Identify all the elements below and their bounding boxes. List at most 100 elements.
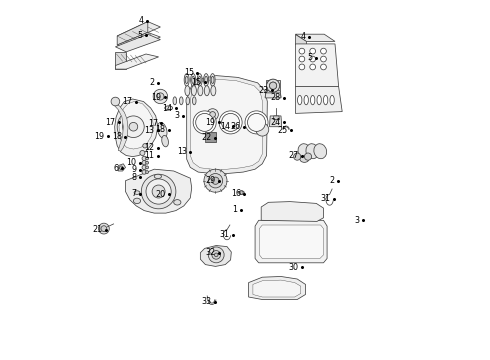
Circle shape xyxy=(210,112,216,117)
Text: 1: 1 xyxy=(232,205,237,214)
Circle shape xyxy=(120,166,123,170)
Text: 22: 22 xyxy=(201,133,212,142)
Ellipse shape xyxy=(311,95,315,105)
Circle shape xyxy=(141,174,176,209)
Circle shape xyxy=(122,116,144,138)
Circle shape xyxy=(320,48,326,54)
Text: 30: 30 xyxy=(288,263,298,272)
Polygon shape xyxy=(295,34,306,44)
Circle shape xyxy=(219,111,242,134)
Polygon shape xyxy=(253,280,301,297)
Circle shape xyxy=(142,170,147,174)
Polygon shape xyxy=(115,99,158,157)
Ellipse shape xyxy=(192,76,195,84)
Polygon shape xyxy=(255,220,327,263)
Text: 19: 19 xyxy=(151,93,162,102)
Circle shape xyxy=(212,251,220,259)
Ellipse shape xyxy=(198,86,203,96)
Ellipse shape xyxy=(314,144,327,159)
Circle shape xyxy=(101,226,107,231)
Text: 9: 9 xyxy=(131,166,136,175)
Circle shape xyxy=(157,93,164,100)
Text: 2: 2 xyxy=(329,176,334,185)
Ellipse shape xyxy=(304,95,308,105)
Circle shape xyxy=(153,89,168,104)
Polygon shape xyxy=(116,52,126,69)
Text: 21: 21 xyxy=(93,225,103,234)
Polygon shape xyxy=(295,44,339,86)
Circle shape xyxy=(208,247,224,263)
Circle shape xyxy=(310,48,316,54)
Text: 28: 28 xyxy=(270,94,280,103)
Ellipse shape xyxy=(211,86,216,96)
Polygon shape xyxy=(125,169,192,213)
Text: 4: 4 xyxy=(300,32,305,41)
Polygon shape xyxy=(116,54,159,69)
Circle shape xyxy=(98,223,109,234)
Polygon shape xyxy=(190,79,262,169)
Text: 18: 18 xyxy=(112,132,122,141)
Text: 11: 11 xyxy=(144,151,154,160)
Polygon shape xyxy=(265,91,281,97)
Ellipse shape xyxy=(191,74,196,86)
Circle shape xyxy=(142,156,147,161)
Circle shape xyxy=(267,79,280,92)
Text: 31: 31 xyxy=(220,230,230,239)
Circle shape xyxy=(146,157,148,160)
Circle shape xyxy=(270,82,277,89)
Polygon shape xyxy=(270,116,282,127)
Polygon shape xyxy=(261,202,323,221)
Circle shape xyxy=(256,123,269,136)
Polygon shape xyxy=(114,103,128,151)
Circle shape xyxy=(196,113,214,131)
Circle shape xyxy=(146,179,171,204)
Ellipse shape xyxy=(298,144,311,159)
Text: 33: 33 xyxy=(202,297,212,306)
Ellipse shape xyxy=(173,97,176,105)
Text: 8: 8 xyxy=(131,173,136,182)
Circle shape xyxy=(142,165,147,170)
Text: 17: 17 xyxy=(105,118,116,127)
Ellipse shape xyxy=(198,76,201,84)
Circle shape xyxy=(240,191,243,194)
Text: 10: 10 xyxy=(126,158,136,167)
Text: 24: 24 xyxy=(270,118,280,127)
Circle shape xyxy=(117,111,149,143)
Circle shape xyxy=(310,64,316,70)
Ellipse shape xyxy=(300,156,309,162)
Text: 19: 19 xyxy=(95,132,104,141)
Ellipse shape xyxy=(210,74,215,86)
Ellipse shape xyxy=(185,76,188,84)
Circle shape xyxy=(140,150,145,156)
Ellipse shape xyxy=(162,135,169,147)
Circle shape xyxy=(310,56,316,62)
Circle shape xyxy=(146,171,148,174)
Text: 5: 5 xyxy=(308,53,313,62)
Polygon shape xyxy=(117,22,160,41)
Polygon shape xyxy=(117,32,160,50)
Circle shape xyxy=(221,113,240,131)
Ellipse shape xyxy=(174,199,181,205)
Text: 5: 5 xyxy=(137,31,143,40)
Ellipse shape xyxy=(306,144,318,159)
Ellipse shape xyxy=(330,95,334,105)
Polygon shape xyxy=(259,225,323,258)
Ellipse shape xyxy=(323,95,328,105)
Circle shape xyxy=(304,153,312,160)
Text: 3: 3 xyxy=(174,112,179,120)
Text: 32: 32 xyxy=(205,248,216,257)
Ellipse shape xyxy=(204,74,209,86)
Text: 17: 17 xyxy=(122,97,133,106)
Ellipse shape xyxy=(197,74,202,86)
Ellipse shape xyxy=(133,198,141,204)
Text: 23: 23 xyxy=(258,86,269,95)
Ellipse shape xyxy=(179,97,183,105)
Circle shape xyxy=(245,111,268,134)
Text: 14: 14 xyxy=(220,122,230,131)
Circle shape xyxy=(247,113,266,131)
Ellipse shape xyxy=(239,191,245,194)
Circle shape xyxy=(129,122,138,131)
Text: 15: 15 xyxy=(184,68,194,77)
Ellipse shape xyxy=(157,122,167,138)
Polygon shape xyxy=(118,164,125,171)
